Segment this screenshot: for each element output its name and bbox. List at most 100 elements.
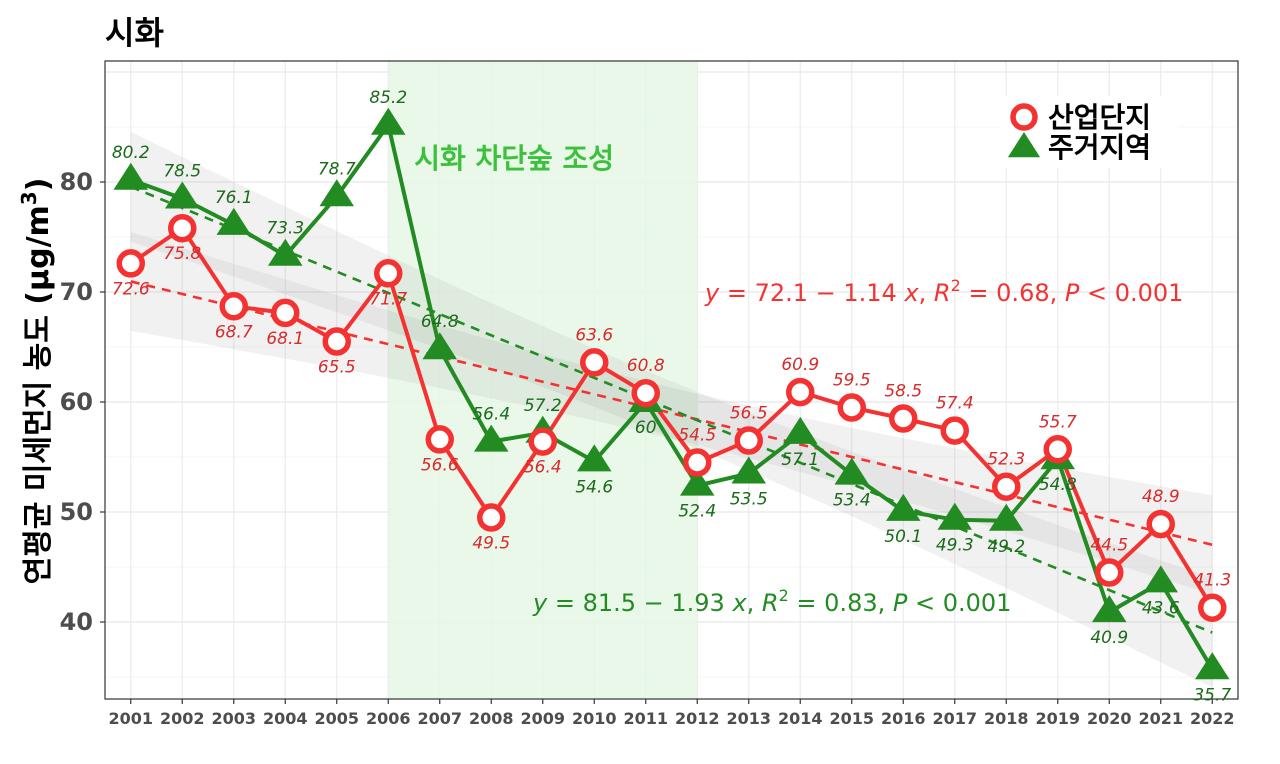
confidence-band-industrial bbox=[130, 232, 1213, 595]
x-tick-label: 2022 bbox=[1190, 709, 1235, 728]
data-label-industrial: 41.3 bbox=[1193, 571, 1231, 591]
data-point-industrial bbox=[116, 249, 145, 278]
data-label-residential: 56.4 bbox=[472, 405, 510, 425]
data-point-residential bbox=[216, 207, 251, 235]
y-axis-label-close: ) bbox=[21, 178, 56, 192]
equation-part: 2 bbox=[779, 586, 789, 605]
x-tick-label: 2008 bbox=[469, 709, 514, 728]
equation-part: < 0.001 bbox=[1079, 279, 1183, 307]
data-point-industrial bbox=[992, 472, 1021, 501]
data-point-industrial bbox=[1198, 593, 1227, 622]
equation-part: x bbox=[903, 279, 919, 307]
x-tick-label: 2018 bbox=[984, 709, 1029, 728]
equation-part: = 0.68, bbox=[961, 279, 1065, 307]
equation-part: y bbox=[532, 589, 548, 617]
x-axis: 2001 2002 2003 2004 2005 2006 2007 2008 2009 2010… bbox=[108, 699, 1235, 728]
y-axis-label-superscript: 3 bbox=[17, 191, 41, 205]
y-tick-label: 60 bbox=[60, 388, 93, 416]
data-point-industrial bbox=[477, 503, 506, 532]
data-label-industrial: 49.5 bbox=[472, 534, 510, 554]
data-point-industrial bbox=[271, 298, 300, 328]
data-label-industrial: 54.5 bbox=[678, 426, 716, 446]
data-label-residential: 54.8 bbox=[1039, 475, 1077, 495]
data-point-industrial bbox=[683, 448, 712, 477]
data-label-residential: 50.1 bbox=[884, 527, 922, 547]
y-tick-label: 70 bbox=[60, 278, 93, 306]
data-label-residential: 49.3 bbox=[936, 536, 974, 556]
equation-part: P bbox=[893, 589, 908, 617]
data-point-industrial bbox=[631, 378, 660, 408]
data-label-industrial: 75.8 bbox=[163, 244, 201, 264]
data-label-residential: 35.7 bbox=[1193, 685, 1231, 705]
x-tick-label: 2005 bbox=[314, 709, 359, 728]
data-label-residential: 80.2 bbox=[112, 143, 150, 163]
x-tick-label: 2011 bbox=[623, 709, 668, 728]
data-label-industrial: 60.8 bbox=[627, 356, 665, 376]
equation-part: y bbox=[704, 279, 720, 307]
data-label-industrial: 59.5 bbox=[833, 371, 871, 391]
data-point-residential bbox=[1195, 652, 1230, 680]
legend-label-residential: 주거지역 bbox=[1048, 131, 1151, 164]
data-point-residential bbox=[268, 238, 303, 266]
data-label-residential: 76.1 bbox=[215, 188, 253, 208]
data-point-residential bbox=[1092, 595, 1127, 623]
equation-part: < 0.001 bbox=[907, 589, 1011, 617]
equation-part: 2 bbox=[951, 276, 961, 295]
data-label-industrial: 56.6 bbox=[421, 455, 459, 475]
data-label-industrial: 52.3 bbox=[987, 450, 1025, 470]
series-line-industrial bbox=[129, 226, 1215, 609]
data-point-industrial bbox=[528, 427, 557, 456]
equation-part: P bbox=[1065, 279, 1080, 307]
x-tick-label: 2003 bbox=[211, 709, 256, 728]
data-point-industrial bbox=[322, 327, 351, 356]
y-axis-label-main: 연평균 미세먼지 농도 (μg/m bbox=[21, 205, 56, 584]
equation-part: R bbox=[762, 589, 779, 617]
data-label-residential: 49.2 bbox=[987, 537, 1025, 557]
data-label-residential: 54.6 bbox=[575, 477, 613, 497]
data-label-industrial: 65.5 bbox=[318, 358, 356, 378]
data-label-industrial: 58.5 bbox=[884, 382, 922, 402]
data-point-residential bbox=[937, 502, 972, 530]
data-label-industrial: 57.4 bbox=[936, 394, 974, 414]
legend-key-industrial bbox=[1010, 103, 1038, 131]
data-label-industrial: 71.7 bbox=[369, 289, 407, 309]
data-point-residential bbox=[577, 444, 612, 472]
data-label-residential: 53.4 bbox=[833, 491, 871, 511]
data-point-industrial bbox=[580, 348, 609, 377]
x-tick-label: 2013 bbox=[726, 709, 771, 728]
data-point-industrial bbox=[219, 292, 248, 321]
data-point-industrial bbox=[940, 416, 969, 445]
x-tick-label: 2020 bbox=[1087, 709, 1132, 728]
equation-part: = 0.83, bbox=[789, 589, 893, 617]
y-tick-label: 40 bbox=[60, 608, 93, 636]
x-tick-label: 2010 bbox=[572, 709, 617, 728]
series-markers-industrial bbox=[116, 213, 1227, 622]
data-label-industrial: 63.6 bbox=[575, 325, 613, 345]
data-point-residential bbox=[989, 503, 1024, 531]
data-label-residential: 43.6 bbox=[1142, 598, 1180, 618]
data-label-industrial: 48.9 bbox=[1142, 487, 1180, 507]
data-label-industrial: 56.5 bbox=[730, 404, 768, 424]
data-label-industrial: 68.7 bbox=[215, 322, 253, 342]
data-label-residential: 64.8 bbox=[421, 312, 459, 332]
data-point-residential bbox=[783, 416, 818, 444]
legend-label-industrial: 산업단지 bbox=[1048, 101, 1151, 134]
y-axis-label: 연평균 미세먼지 농도 (μg/m3) bbox=[17, 178, 56, 585]
x-tick-label: 2019 bbox=[1035, 709, 1080, 728]
data-label-residential: 53.5 bbox=[730, 490, 768, 510]
data-point-residential bbox=[422, 332, 457, 360]
chart-title: 시화 bbox=[105, 14, 164, 52]
data-point-industrial bbox=[1043, 435, 1072, 464]
data-point-industrial bbox=[734, 426, 763, 455]
x-tick-label: 2016 bbox=[881, 709, 926, 728]
data-label-industrial: 56.4 bbox=[524, 458, 562, 478]
data-label-residential: 78.7 bbox=[318, 159, 356, 179]
y-tick-label: 50 bbox=[60, 498, 93, 526]
plot-border bbox=[104, 60, 1239, 700]
data-label-industrial: 60.9 bbox=[781, 355, 819, 375]
x-tick-label: 2006 bbox=[366, 709, 411, 728]
data-point-residential bbox=[319, 179, 354, 207]
equation-part: , bbox=[919, 279, 934, 307]
